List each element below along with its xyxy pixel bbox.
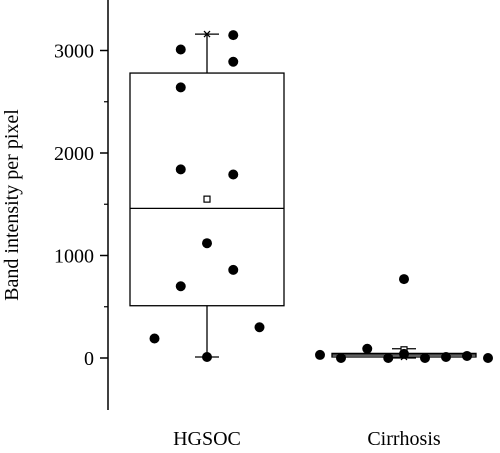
data-point — [175, 44, 186, 55]
data-point — [420, 353, 430, 363]
data-point — [228, 169, 239, 180]
data-point — [315, 349, 325, 360]
data-point — [202, 351, 212, 362]
data-point — [254, 322, 265, 333]
box-iqr — [129, 72, 285, 307]
y-tick-label: 0 — [84, 348, 94, 370]
data-point — [362, 343, 373, 354]
extreme-marker — [203, 30, 211, 38]
x-axis: HGSOC Cirrhosis — [173, 428, 441, 450]
data-point — [462, 350, 472, 361]
y-tick-label: 2000 — [54, 143, 94, 165]
y-ticks: 0 1000 2000 3000 — [54, 41, 108, 370]
data-point — [175, 82, 186, 93]
box-group-hgsoc — [129, 30, 285, 362]
data-point — [228, 56, 239, 67]
x-category-label-hgsoc: HGSOC — [173, 428, 241, 450]
data-point — [175, 281, 186, 292]
mean-marker — [203, 195, 211, 203]
data-point — [149, 333, 160, 344]
data-point — [441, 351, 451, 362]
data-point — [228, 30, 239, 41]
data-point — [228, 264, 239, 275]
x-category-label-cirrhosis: Cirrhosis — [367, 428, 441, 450]
data-point — [336, 353, 346, 363]
data-point — [483, 353, 493, 363]
box-group-cirrhosis — [315, 274, 493, 363]
data-point — [399, 274, 409, 285]
data-point — [202, 238, 212, 249]
data-point — [399, 348, 409, 359]
y-axis: 0 1000 2000 3000 Band intensity per pixel — [1, 0, 109, 410]
y-axis-label: Band intensity per pixel — [1, 109, 23, 301]
data-point — [383, 353, 394, 363]
data-point — [175, 164, 186, 175]
y-tick-label: 1000 — [54, 246, 94, 268]
y-tick-label: 3000 — [54, 41, 94, 63]
plot-area — [129, 30, 493, 363]
